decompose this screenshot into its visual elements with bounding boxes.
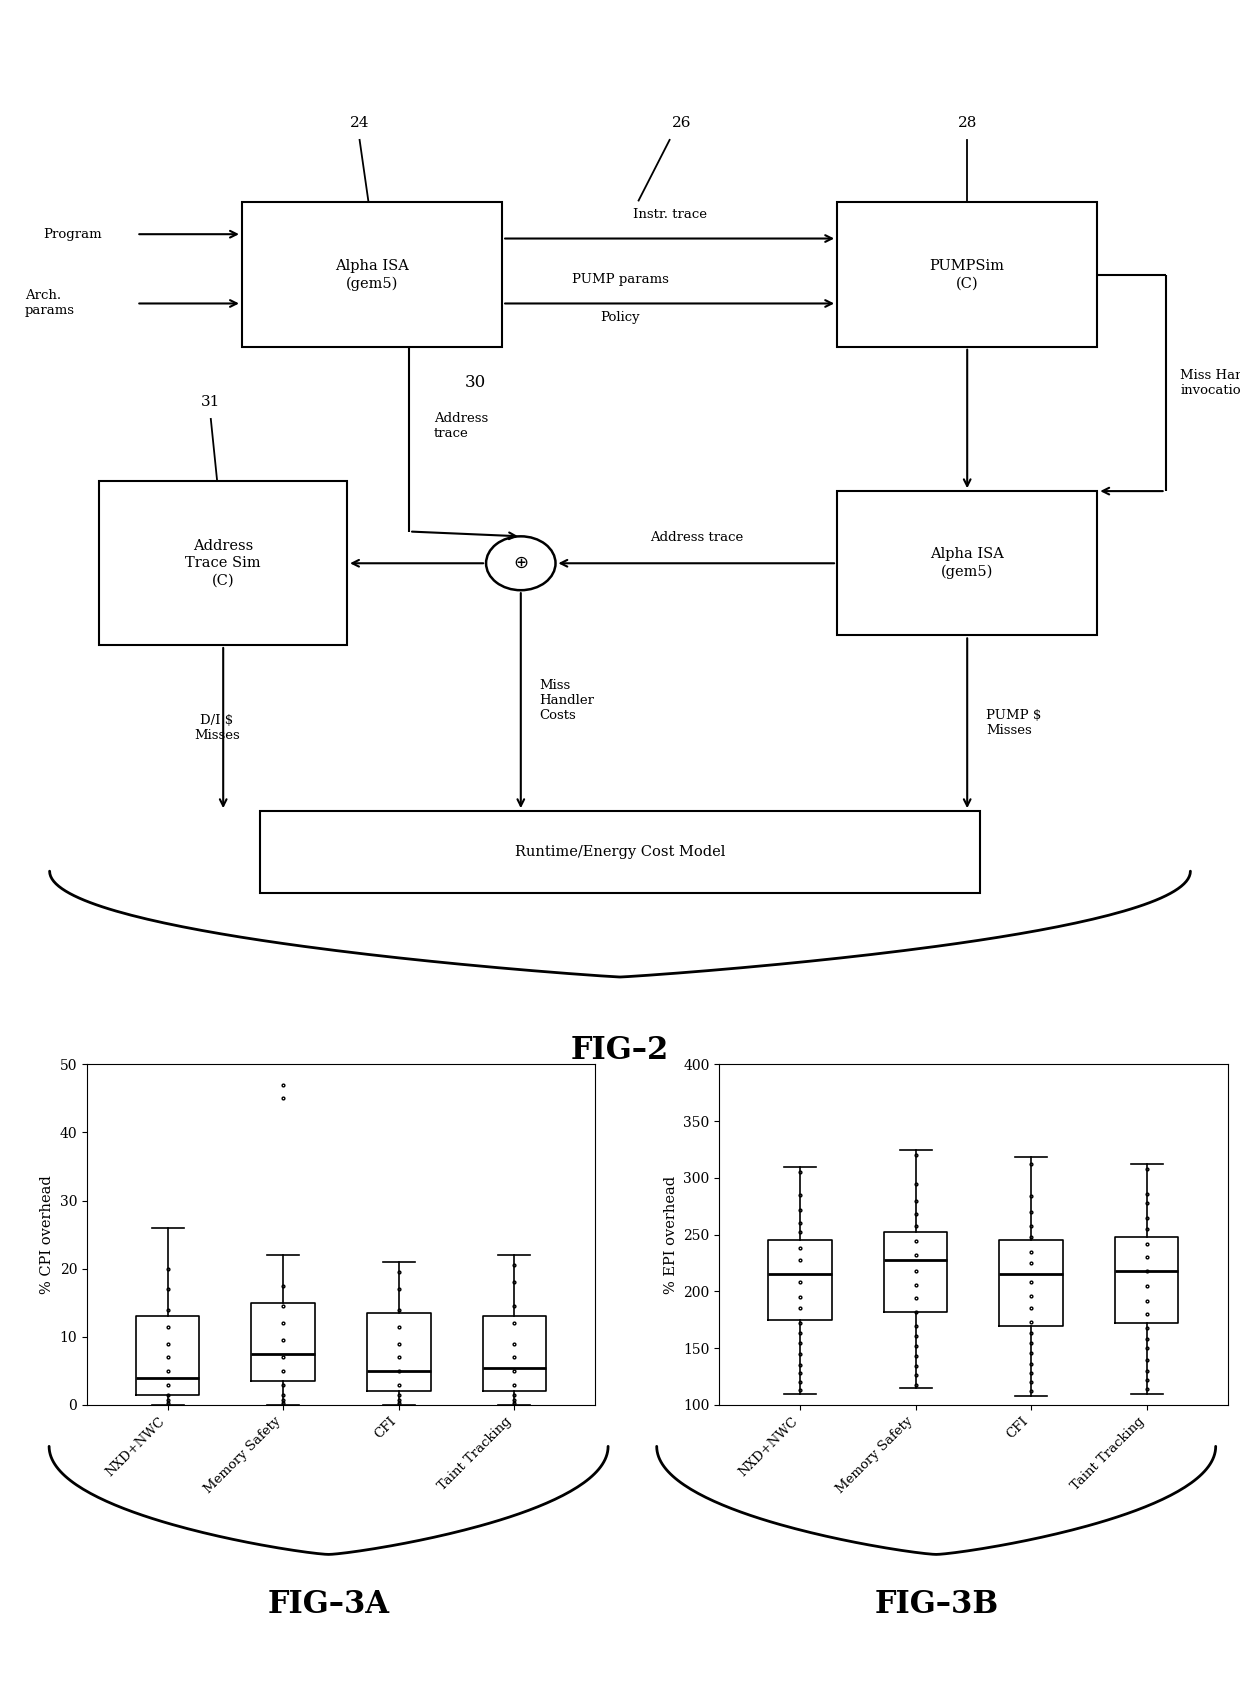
Text: 24: 24 (350, 116, 370, 129)
Text: Arch.
params: Arch. params (25, 290, 74, 317)
Text: Runtime/Energy Cost Model: Runtime/Energy Cost Model (515, 845, 725, 858)
Text: 26: 26 (672, 116, 692, 129)
Text: D/I $
Misses: D/I $ Misses (195, 714, 239, 743)
Text: Program: Program (43, 228, 102, 240)
Text: 31: 31 (201, 395, 221, 409)
Text: FIG–2: FIG–2 (570, 1035, 670, 1066)
Y-axis label: % CPI overhead: % CPI overhead (40, 1175, 53, 1294)
Text: Address
Trace Sim
(C): Address Trace Sim (C) (186, 538, 260, 588)
Text: Instr. trace: Instr. trace (632, 208, 707, 221)
Y-axis label: % EPI overhead: % EPI overhead (663, 1175, 677, 1294)
Text: Alpha ISA
(gem5): Alpha ISA (gem5) (930, 547, 1004, 579)
Text: FIG–3B: FIG–3B (874, 1589, 998, 1620)
FancyBboxPatch shape (837, 490, 1097, 635)
FancyBboxPatch shape (837, 203, 1097, 347)
Text: Policy: Policy (600, 312, 640, 324)
Text: Miss
Handler
Costs: Miss Handler Costs (539, 679, 594, 722)
Text: PUMPSim
(C): PUMPSim (C) (930, 259, 1004, 290)
Text: Address trace: Address trace (650, 531, 743, 543)
Text: PUMP params: PUMP params (572, 272, 668, 286)
FancyBboxPatch shape (99, 482, 347, 645)
Text: Miss Handler
invocations: Miss Handler invocations (1180, 370, 1240, 397)
FancyBboxPatch shape (242, 203, 502, 347)
Text: FIG–3A: FIG–3A (268, 1589, 389, 1620)
Text: Address
trace: Address trace (434, 412, 489, 439)
Text: ⊕: ⊕ (513, 553, 528, 572)
Text: Alpha ISA
(gem5): Alpha ISA (gem5) (335, 259, 409, 291)
Text: PUMP $
Misses: PUMP $ Misses (986, 708, 1042, 737)
Text: 28: 28 (957, 116, 977, 129)
Text: 30: 30 (465, 375, 486, 392)
FancyBboxPatch shape (260, 811, 980, 892)
